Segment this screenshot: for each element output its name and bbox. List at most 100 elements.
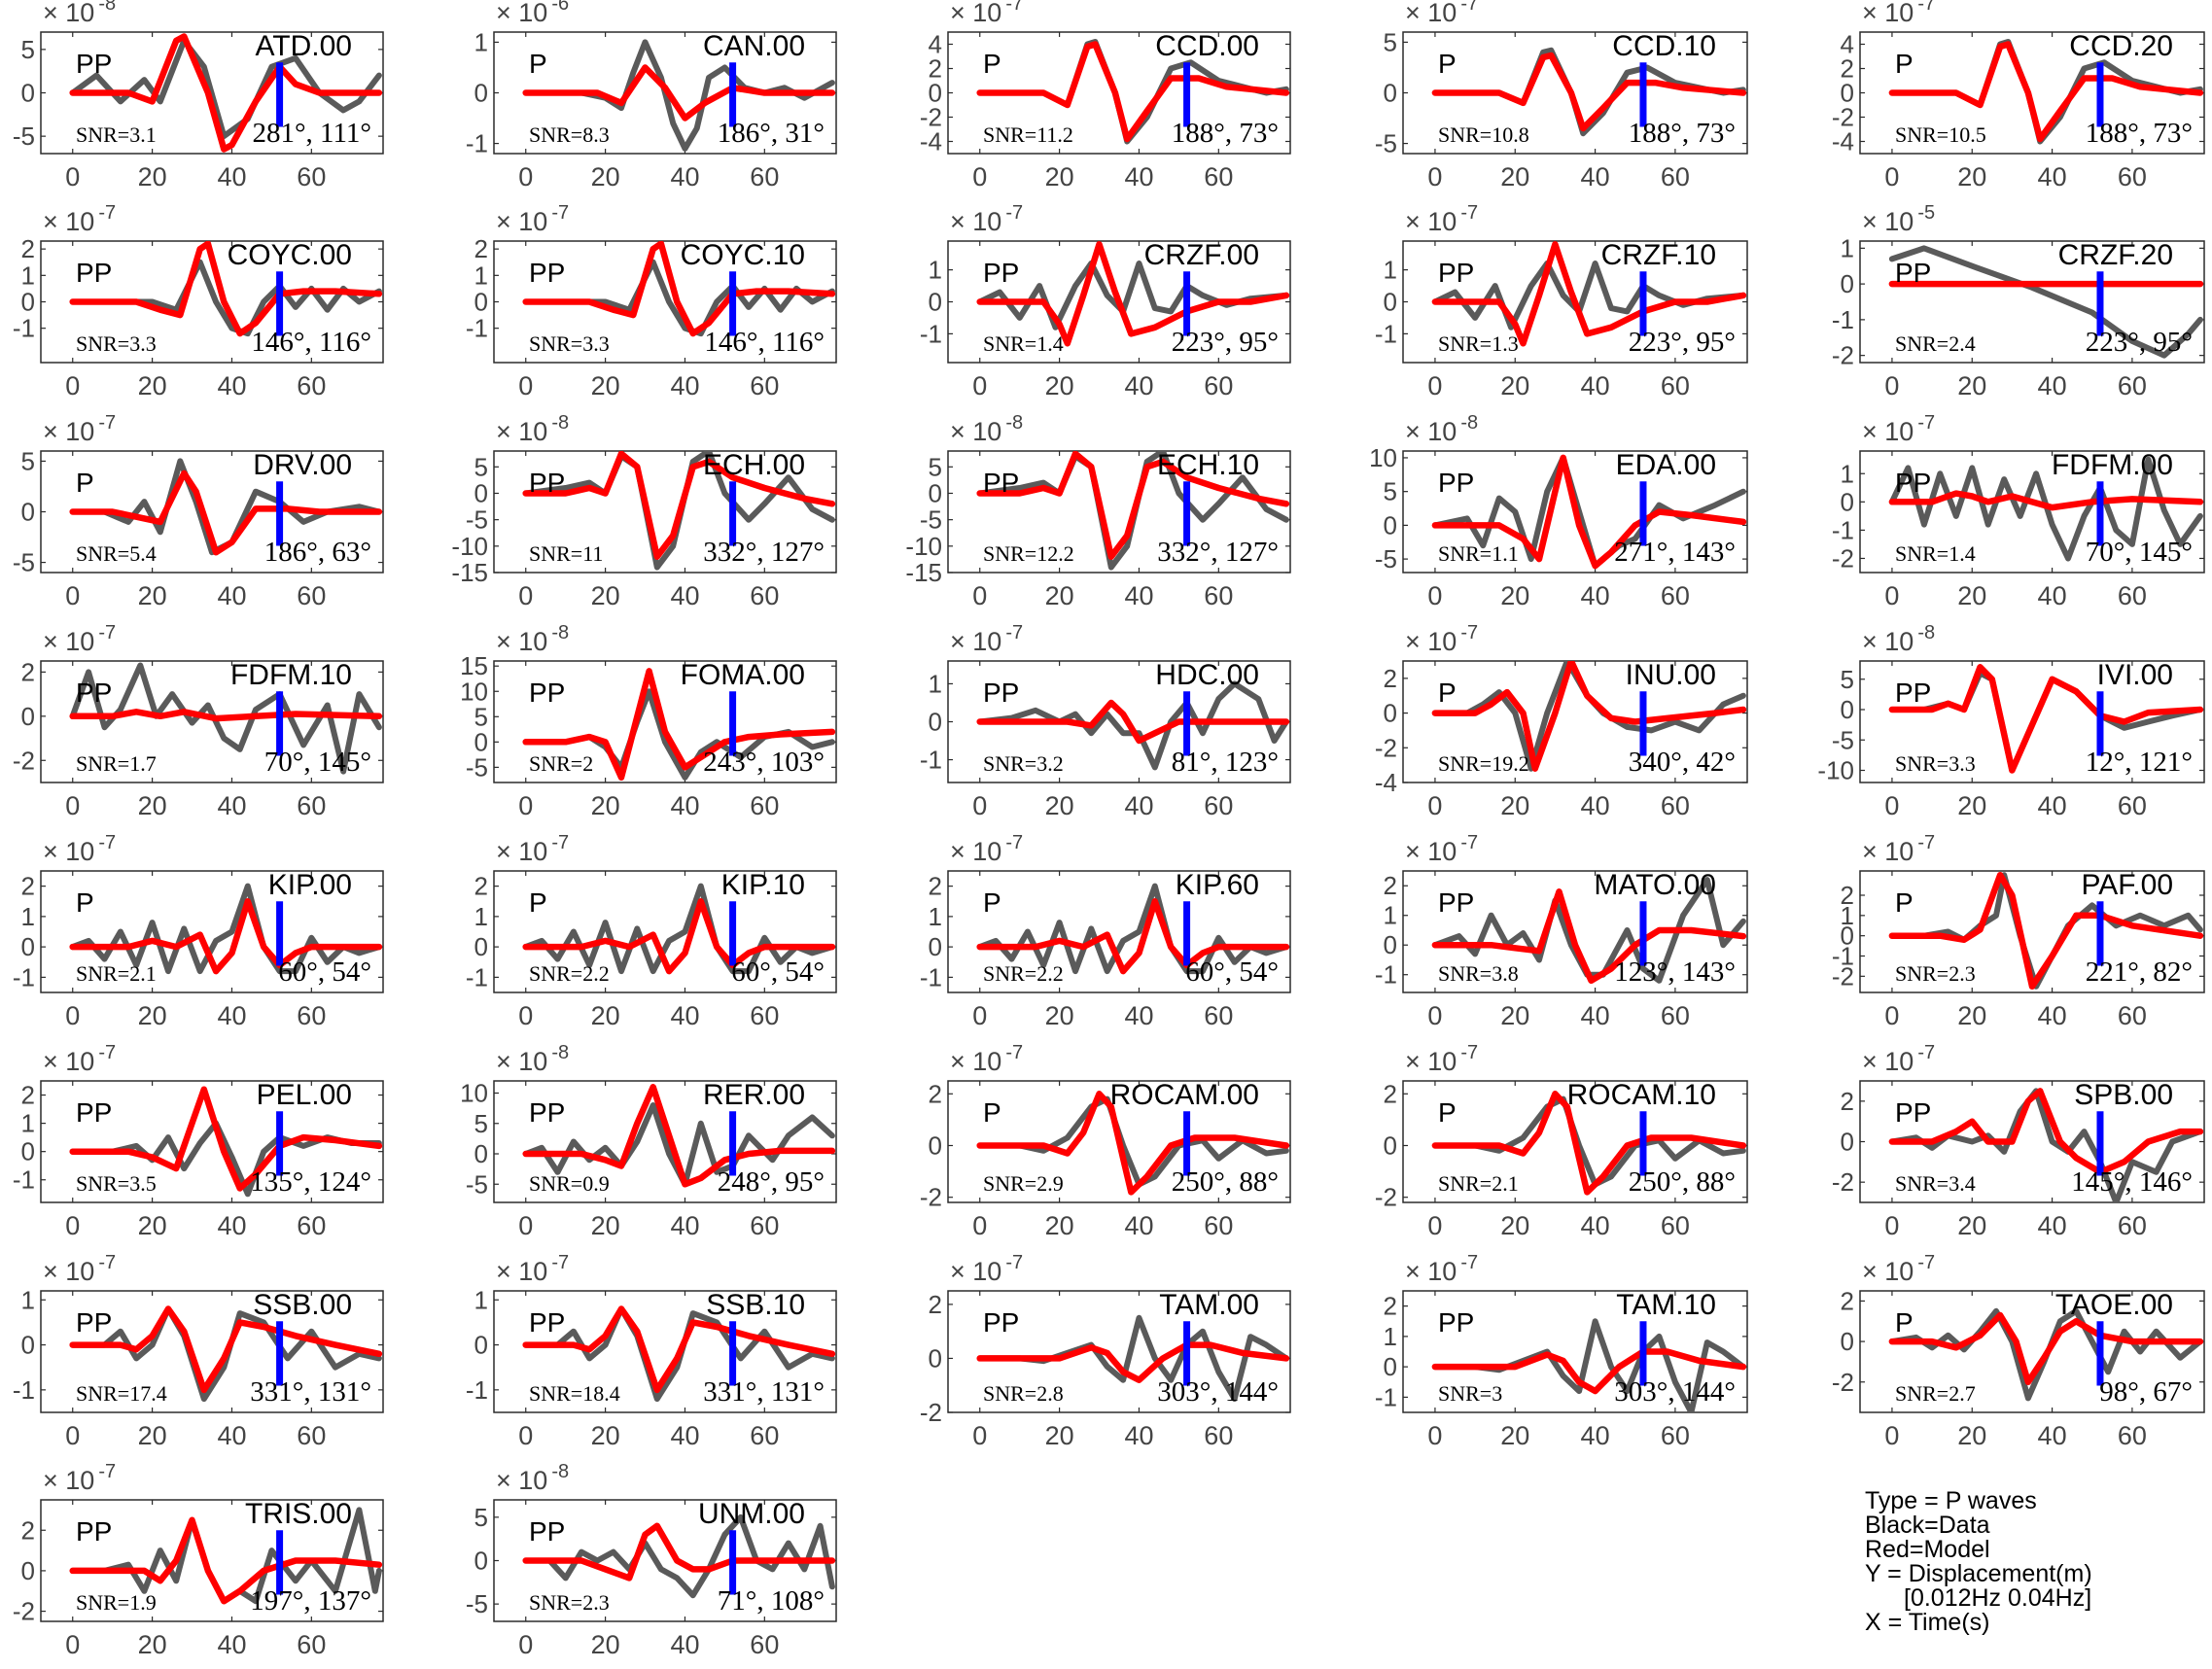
model-trace (976, 241, 1290, 347)
snr-label: SNR=3.2 (983, 751, 1064, 776)
y-exponent-label: × 10 -7 (43, 202, 116, 236)
y-tick-label: -1 (920, 319, 942, 348)
model-trace (1888, 1088, 2204, 1176)
x-tick-label: 40 (2038, 1211, 2067, 1240)
exponent-value: -7 (1460, 202, 1478, 224)
y-exponent-label: × 10 -8 (43, 0, 116, 27)
y-tick-label: 5 (21, 446, 35, 475)
y-tick-label: 0 (1841, 269, 1854, 298)
x-tick-label: 60 (297, 1630, 326, 1659)
y-tick-label: 1 (21, 1285, 35, 1314)
model-trace (69, 1305, 383, 1394)
x-tick-label: 20 (138, 791, 167, 820)
snr-label: SNR=10.5 (1895, 122, 1986, 147)
x-tick-label: 40 (217, 1211, 246, 1240)
azimuth-label: 223°, 95° (1629, 327, 1736, 358)
x-tick-label: 0 (972, 162, 987, 191)
y-tick-label: -2 (13, 1597, 35, 1626)
y-tick-label: 0 (474, 1547, 488, 1576)
x-tick-label: 40 (2038, 791, 2067, 820)
y-tick-label: 1 (474, 902, 488, 931)
trace-group (1888, 39, 2204, 145)
y-tick-label: 0 (474, 478, 488, 507)
trace-group (1431, 877, 1747, 985)
station-label: ECH.00 (703, 449, 805, 481)
x-tick-label: 60 (1204, 162, 1233, 191)
phase-label: PP (983, 468, 1019, 498)
plot-frame (1859, 240, 2205, 364)
data-trace (1888, 456, 2203, 562)
y-tick-label: 0 (1841, 921, 1854, 951)
x-tick-label: 60 (297, 162, 326, 191)
x-tick-label: 40 (217, 162, 246, 191)
phase-label: P (1895, 1307, 1914, 1338)
snr-label: SNR=3.4 (1895, 1171, 1976, 1196)
azimuth-label: 271°, 143° (1614, 537, 1736, 568)
phase-label: PP (529, 258, 565, 288)
y-tick-label: 0 (1841, 79, 1854, 108)
y-tick-label: 1 (474, 261, 488, 290)
y-tick-label: -5 (13, 122, 35, 151)
snr-label: SNR=19.2 (1438, 751, 1529, 776)
x-tick-label: 20 (138, 581, 167, 610)
x-tick-label: 20 (591, 581, 620, 610)
y-tick-label: 0 (929, 1343, 942, 1373)
x-tick-label: 60 (1204, 1001, 1233, 1030)
x-tick-label: 60 (1661, 371, 1690, 400)
snr-label: SNR=11 (529, 541, 603, 566)
azimuth-label: 81°, 123° (1172, 747, 1279, 778)
y-tick-label: 1 (1384, 256, 1397, 285)
x-tick-label: 0 (972, 581, 987, 610)
x-tick-label: 40 (2038, 371, 2067, 400)
snr-label: SNR=3.5 (76, 1171, 157, 1196)
y-tick-label: -2 (1832, 1167, 1854, 1197)
y-tick-label: -2 (920, 103, 942, 132)
station-label: CCD.20 (2069, 30, 2173, 62)
panel-ssb-10: 0 20 40 60 1 0 -1 × 10 -7 PP SSB.10 SNR=18.4 331°, 1… (466, 1252, 837, 1450)
snr-label: SNR=1.9 (76, 1590, 157, 1615)
x-tick-label: 40 (217, 1001, 246, 1030)
y-tick-label: 0 (474, 932, 488, 961)
azimuth-label: 303°, 144° (1614, 1376, 1736, 1408)
y-tick-label: 0 (929, 708, 942, 737)
x-tick-label: 20 (1957, 162, 1986, 191)
trace-group (1431, 241, 1747, 347)
x-tick-label: 20 (1500, 1211, 1529, 1240)
x-tick-label: 40 (1124, 1421, 1153, 1450)
x-tick-label: 20 (1045, 1001, 1074, 1030)
x-tick-label: 0 (972, 1421, 987, 1450)
y-tick-label: -2 (920, 1183, 942, 1212)
x-tick-label: 40 (1581, 1421, 1610, 1450)
x-tick-label: 60 (2118, 791, 2147, 820)
x-tick-label: 60 (297, 1001, 326, 1030)
x-tick-label: 0 (1427, 581, 1442, 610)
y-tick-label: 10 (460, 677, 488, 706)
phase-label: PP (1895, 468, 1931, 498)
data-trace (522, 883, 835, 975)
y-tick-label: 5 (21, 35, 35, 64)
x-tick-label: 20 (1957, 1421, 1986, 1450)
snr-label: SNR=3 (1438, 1381, 1502, 1406)
panel-crzf-20: 0 20 40 60 1 0 -1 -2 × 10 -5 PP CRZF.20 SNR=2.4 223°,… (1832, 202, 2205, 400)
station-label: CCD.00 (1155, 30, 1259, 62)
x-tick-label: 0 (1427, 1001, 1442, 1030)
exponent-value: -8 (551, 412, 569, 434)
phase-label: P (76, 887, 94, 918)
station-label: DRV.00 (253, 449, 352, 481)
azimuth-label: 223°, 95° (1172, 327, 1279, 358)
data-trace (522, 1102, 835, 1188)
y-tick-label: 4 (929, 30, 942, 59)
y-exponent-label: × 10 -7 (43, 1042, 116, 1076)
y-tick-label: -2 (1832, 1368, 1854, 1397)
azimuth-label: 60°, 54° (1185, 956, 1279, 988)
y-exponent-label: × 10 -7 (496, 1252, 569, 1286)
x-tick-label: 60 (1204, 1211, 1233, 1240)
plot-frame (1402, 660, 1748, 783)
y-tick-label: 1 (474, 1285, 488, 1314)
y-tick-label: -4 (1832, 127, 1854, 156)
snr-label: SNR=1.4 (1895, 541, 1976, 566)
station-label: FDFM.00 (2052, 449, 2173, 481)
x-tick-label: 0 (518, 1001, 533, 1030)
